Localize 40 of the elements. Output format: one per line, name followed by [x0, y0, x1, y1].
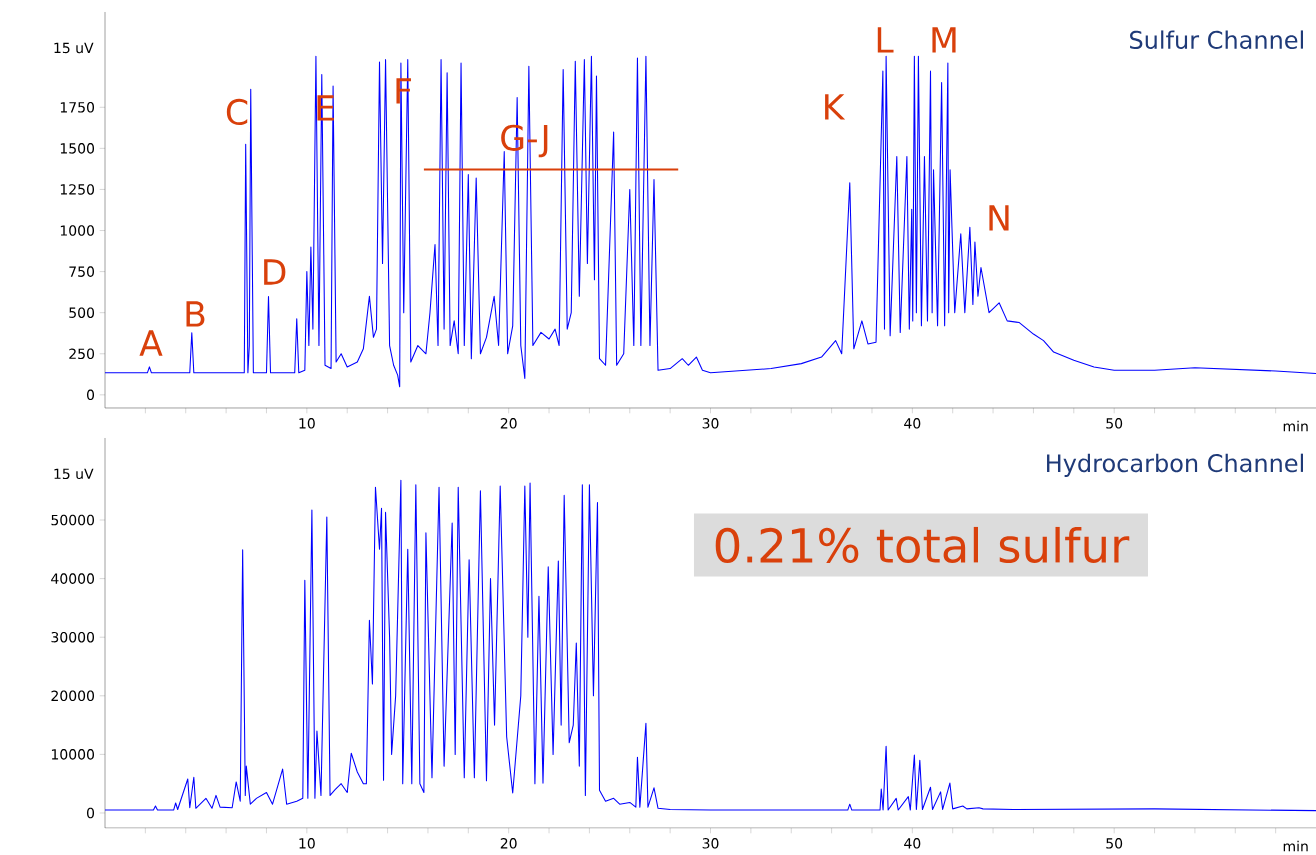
text: Hydrocarbon Channel: [1047, 453, 1303, 477]
x-tick-label: 10: [299, 838, 315, 849]
y-tick-label: 40000: [51, 573, 95, 584]
y-axis-title: 15 uV: [54, 468, 94, 480]
y-axis-title: 15 uV: [54, 42, 94, 54]
x-tick-label: 20: [500, 838, 517, 849]
y-tick-label: 0: [86, 389, 95, 401]
y-tick-label: 10000: [51, 749, 95, 760]
y-tick-label: 20000: [51, 690, 95, 702]
annotation: M: [932, 27, 956, 53]
annotation: C: [226, 98, 248, 126]
x-tick-label: 50: [1106, 418, 1123, 429]
annotation: N: [989, 205, 1009, 231]
y-tick-label: 1000: [60, 225, 95, 236]
y-tick-label: 30000: [51, 631, 95, 643]
x-axis-title: min: [1283, 420, 1308, 432]
y-tick-label: 1750: [60, 101, 95, 113]
y-tick-label: 0: [86, 807, 95, 819]
x-tick-label: 20: [500, 418, 517, 429]
annotation: K: [825, 94, 846, 120]
y-tick-label: 50000: [51, 514, 95, 526]
annotation: A: [139, 330, 163, 356]
line-series: [104, 479, 1316, 812]
x-tick-label: 30: [702, 418, 719, 429]
x-axis-title: min: [1283, 840, 1308, 852]
x-tick-label: 30: [702, 838, 719, 849]
x-tick-label: 50: [1106, 838, 1123, 849]
annotation: 0.21% total sulfur: [715, 526, 1130, 564]
x-tick-label: 40: [904, 418, 921, 429]
text: Sulfur Channel: [1130, 30, 1303, 49]
annotation: L: [877, 27, 894, 53]
y-tick-label: 1250: [60, 184, 95, 195]
y-tick-label: 500: [69, 307, 95, 318]
annotation: D: [264, 259, 286, 285]
y-tick-label: 250: [69, 348, 95, 360]
x-tick-label: 40: [904, 838, 921, 849]
y-tick-label: 1500: [60, 143, 95, 154]
y-tick-label: 750: [69, 266, 95, 277]
x-tick-label: 10: [299, 418, 315, 429]
annotation: B: [186, 301, 205, 327]
